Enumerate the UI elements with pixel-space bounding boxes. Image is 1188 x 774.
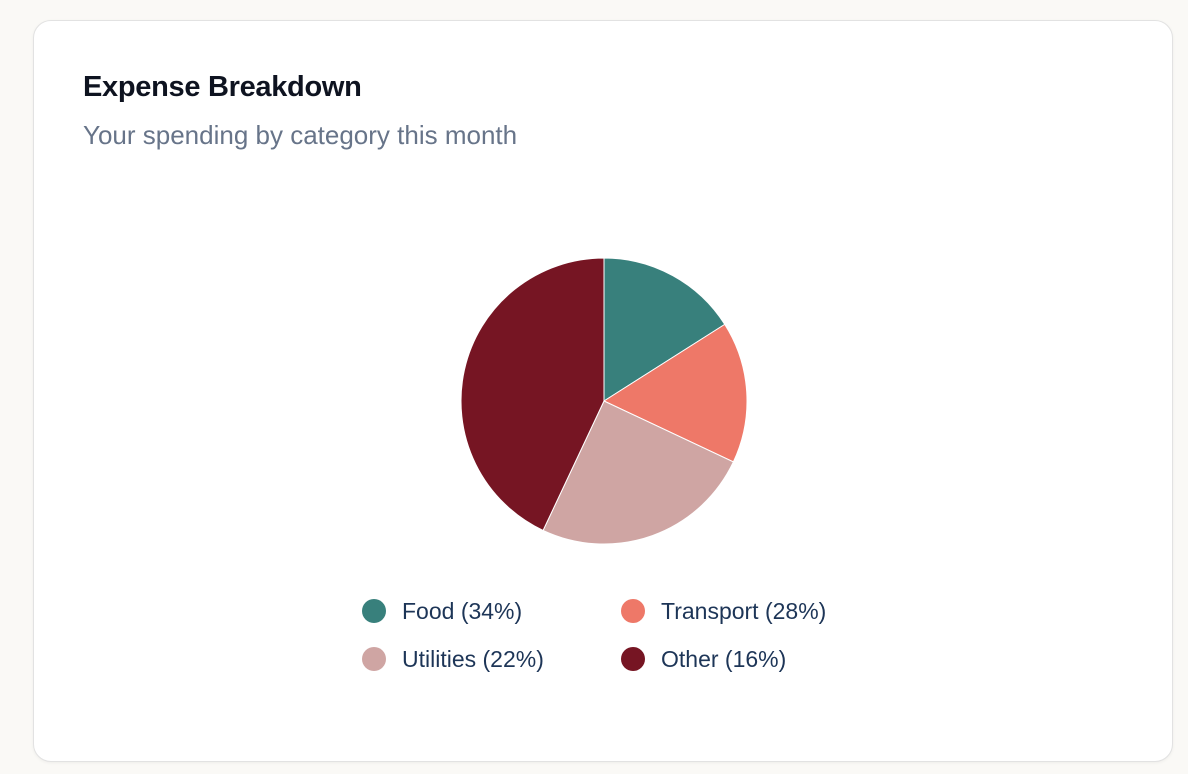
pie-slice-1[interactable] xyxy=(602,323,748,463)
legend-label: Food (34%) xyxy=(402,597,523,624)
legend-swatch xyxy=(362,647,386,671)
pie-slice-2[interactable] xyxy=(542,400,735,545)
chart-legend: Food (34%) Transport (28%) Utilities (22%)… xyxy=(362,593,922,703)
legend-item-0[interactable]: Food (34%) xyxy=(362,593,522,629)
legend-label: Utilities (22%) xyxy=(402,645,544,672)
card-title: Expense Breakdown xyxy=(83,71,362,103)
pie-slice-0[interactable] xyxy=(603,257,726,402)
legend-label: Transport (28%) xyxy=(661,597,827,624)
expense-pie-chart xyxy=(460,257,748,545)
legend-swatch xyxy=(362,599,386,623)
legend-label: Other (16%) xyxy=(661,645,787,672)
pie-slice-3[interactable] xyxy=(460,257,605,532)
legend-swatch xyxy=(621,599,645,623)
legend-swatch xyxy=(621,647,645,671)
legend-item-2[interactable]: Utilities (22%) xyxy=(362,641,544,677)
legend-item-1[interactable]: Transport (28%) xyxy=(621,593,826,629)
legend-item-3[interactable]: Other (16%) xyxy=(621,641,786,677)
expense-breakdown-card: Expense Breakdown Your spending by categ… xyxy=(33,20,1173,762)
card-subtitle: Your spending by category this month xyxy=(83,120,518,150)
